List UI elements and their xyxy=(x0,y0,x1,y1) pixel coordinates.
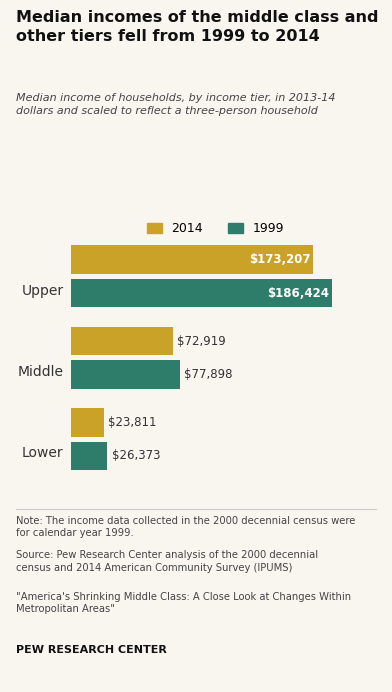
Bar xyxy=(71,279,332,307)
Text: Source: Pew Research Center analysis of the 2000 decennial
census and 2014 Ameri: Source: Pew Research Center analysis of … xyxy=(16,550,318,572)
Text: $26,373: $26,373 xyxy=(112,449,160,462)
Legend: 2014, 1999: 2014, 1999 xyxy=(142,217,290,240)
Bar xyxy=(71,327,172,356)
Text: Median incomes of the middle class and
other tiers fell from 1999 to 2014: Median incomes of the middle class and o… xyxy=(16,10,378,44)
Bar xyxy=(71,361,180,389)
Text: $72,919: $72,919 xyxy=(177,335,226,347)
Text: $77,898: $77,898 xyxy=(184,368,232,381)
Text: $23,811: $23,811 xyxy=(108,416,156,429)
Text: "America's Shrinking Middle Class: A Close Look at Changes Within
Metropolitan A: "America's Shrinking Middle Class: A Clo… xyxy=(16,592,351,614)
Bar xyxy=(71,246,313,274)
Text: $173,207: $173,207 xyxy=(249,253,310,266)
Text: Note: The income data collected in the 2000 decennial census were
for calendar y: Note: The income data collected in the 2… xyxy=(16,516,355,538)
Bar xyxy=(71,408,104,437)
Text: Lower: Lower xyxy=(22,446,64,460)
Text: Median income of households, by income tier, in 2013-14
dollars and scaled to re: Median income of households, by income t… xyxy=(16,93,335,116)
Text: PEW RESEARCH CENTER: PEW RESEARCH CENTER xyxy=(16,645,167,655)
Text: Upper: Upper xyxy=(22,284,64,298)
Text: Middle: Middle xyxy=(18,365,64,379)
Text: $186,424: $186,424 xyxy=(267,286,329,300)
Bar xyxy=(71,441,107,470)
